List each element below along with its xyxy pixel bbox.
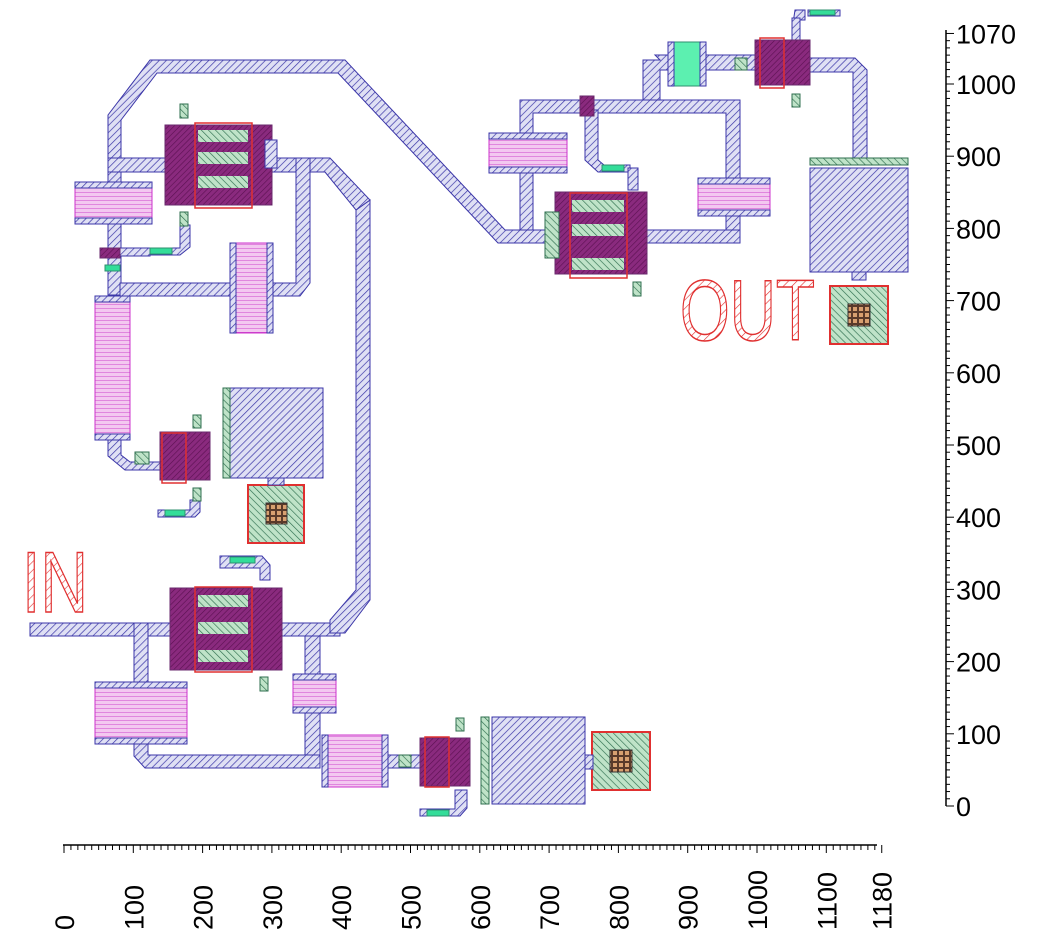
y-axis-minor-ticks [946, 32, 954, 807]
x-tick-label: 1180 [868, 872, 898, 930]
y-tick-label: 300 [956, 575, 1001, 605]
x-tick-label: 600 [466, 885, 496, 930]
x-tick-label: 800 [604, 885, 634, 930]
transistor-3 [134, 414, 211, 502]
y-tick-label: 800 [956, 214, 1001, 244]
y-tick-label: 400 [956, 503, 1001, 533]
x-tick-label: 700 [535, 885, 565, 930]
x-tick-label: 0 [50, 915, 80, 930]
y-tick-label: 900 [956, 142, 1001, 172]
capacitors [74, 41, 771, 788]
x-tick-label: 100 [119, 885, 149, 930]
bond-pads [247, 271, 889, 791]
transistor-6 [734, 37, 811, 108]
y-tick-label: 200 [956, 648, 1001, 678]
x-tick-label: 400 [327, 885, 357, 930]
transistor-2 [544, 191, 648, 297]
x-tick-label: 1100 [812, 872, 842, 930]
y-tick-label: 600 [956, 359, 1001, 389]
green-straps [99, 9, 836, 817]
x-tick-label: 200 [189, 885, 219, 930]
y-tick-label: 700 [956, 287, 1001, 317]
x-tick-label: 500 [397, 885, 427, 930]
input-label: IN [22, 535, 88, 631]
pad-bias-1 [247, 477, 305, 544]
transistor-1 [164, 103, 278, 227]
y-tick-label: 1070 [956, 19, 1016, 49]
pad-bias-2 [584, 731, 651, 791]
pad-output [829, 271, 889, 345]
x-axis-tick-labels: 0 100 200 300 400 500 600 700 800 900 1000 1100 1180 [50, 870, 898, 930]
y-tick-label: 0 [956, 792, 971, 822]
y-tick-label: 100 [956, 720, 1001, 750]
transistor-5 [398, 717, 471, 788]
y-tick-label: 1000 [956, 70, 1016, 100]
transistor-4 [169, 586, 283, 692]
x-tick-label: 900 [674, 885, 704, 930]
metal-blocks [222, 157, 909, 805]
x-tick-label: 300 [258, 885, 288, 930]
output-label: OUT [680, 263, 815, 359]
x-axis: 0 100 200 300 400 500 600 700 800 900 1000 1100 1180 [50, 844, 898, 930]
y-tick-label: 500 [956, 431, 1001, 461]
x-tick-label: 1000 [743, 870, 773, 930]
x-axis-minor-ticks [63, 845, 883, 853]
